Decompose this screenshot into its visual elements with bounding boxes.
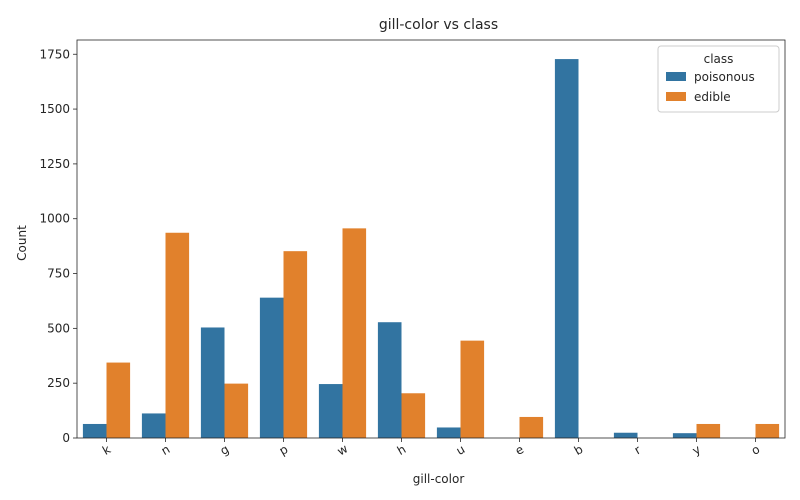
bar-poisonous-h	[377, 322, 402, 438]
legend-box	[657, 45, 780, 113]
bar-edible-y	[696, 423, 721, 438]
bar-poisonous-g	[200, 327, 225, 438]
y-tick-label: 500	[47, 321, 70, 335]
legend-title: class	[704, 52, 734, 66]
y-tick-label: 1750	[39, 47, 70, 61]
bar-poisonous-n	[141, 413, 166, 438]
bar-poisonous-y	[672, 433, 697, 438]
legend-swatch-poisonous	[666, 72, 686, 81]
x-tick-label: p	[277, 442, 291, 458]
bar-poisonous-p	[259, 297, 284, 438]
bar-edible-o	[755, 423, 780, 438]
bar-edible-w	[342, 228, 367, 438]
bar-edible-k	[106, 362, 131, 438]
x-tick-label: w	[335, 441, 351, 458]
bar-edible-u	[460, 340, 485, 438]
x-tick-label: h	[395, 442, 409, 458]
y-tick-label: 1250	[39, 157, 70, 171]
chart-title: gill-color vs class	[379, 17, 498, 33]
bar-poisonous-k	[82, 423, 107, 438]
x-tick-label: g	[218, 442, 232, 458]
bar-edible-p	[283, 251, 308, 438]
y-tick-label: 1500	[39, 102, 70, 116]
y-tick-label: 250	[47, 376, 70, 390]
x-tick-label: k	[100, 442, 113, 458]
bar-poisonous-b	[554, 59, 579, 438]
y-tick-label: 0	[62, 431, 70, 445]
bar-edible-h	[401, 393, 426, 438]
y-tick-label: 750	[47, 267, 70, 281]
axes-frame	[76, 39, 786, 439]
bar-edible-n	[165, 232, 190, 438]
bar-poisonous-r	[613, 432, 638, 438]
y-axis-label: Count	[15, 225, 29, 261]
x-tick-label: e	[513, 442, 526, 458]
bar-edible-e	[519, 416, 544, 438]
x-tick-label: r	[632, 443, 643, 458]
legend: class poisonous edible	[657, 45, 780, 113]
x-tick-label: b	[572, 442, 586, 458]
bar-poisonous-u	[436, 427, 461, 438]
bar-edible-g	[224, 383, 249, 438]
y-tick-label: 1000	[39, 212, 70, 226]
x-tick-label: o	[749, 442, 762, 458]
plot-area: 0 250 500 750 1000 1250 1500 1750 k n g p w h u e b r y o	[39, 39, 786, 459]
x-axis-label: gill-color	[413, 472, 465, 486]
legend-swatch-edible	[666, 92, 686, 101]
legend-label-edible: edible	[694, 90, 731, 104]
x-tick-label: y	[690, 442, 703, 458]
bar-poisonous-w	[318, 384, 343, 438]
x-tick-label: n	[159, 442, 173, 458]
legend-label-poisonous: poisonous	[694, 70, 755, 84]
x-tick-label: u	[454, 442, 468, 458]
